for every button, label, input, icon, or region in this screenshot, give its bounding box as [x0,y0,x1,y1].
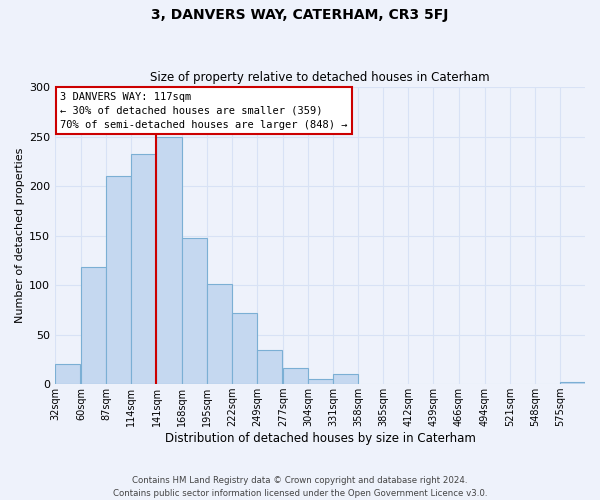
Bar [283,368,308,384]
Bar [333,374,358,384]
Bar [55,364,80,384]
Title: Size of property relative to detached houses in Caterham: Size of property relative to detached ho… [150,72,490,85]
Bar [131,154,157,384]
Bar [560,382,585,384]
Text: Contains HM Land Registry data © Crown copyright and database right 2024.
Contai: Contains HM Land Registry data © Crown c… [113,476,487,498]
Y-axis label: Number of detached properties: Number of detached properties [15,148,25,324]
Text: 3 DANVERS WAY: 117sqm
← 30% of detached houses are smaller (359)
70% of semi-det: 3 DANVERS WAY: 117sqm ← 30% of detached … [61,92,348,130]
Bar [157,136,182,384]
Bar [106,176,131,384]
Text: 3, DANVERS WAY, CATERHAM, CR3 5FJ: 3, DANVERS WAY, CATERHAM, CR3 5FJ [151,8,449,22]
Bar [308,379,333,384]
Bar [182,238,206,384]
Bar [206,284,232,384]
X-axis label: Distribution of detached houses by size in Caterham: Distribution of detached houses by size … [164,432,476,445]
Bar [257,350,282,384]
Bar [232,313,257,384]
Bar [81,268,106,384]
